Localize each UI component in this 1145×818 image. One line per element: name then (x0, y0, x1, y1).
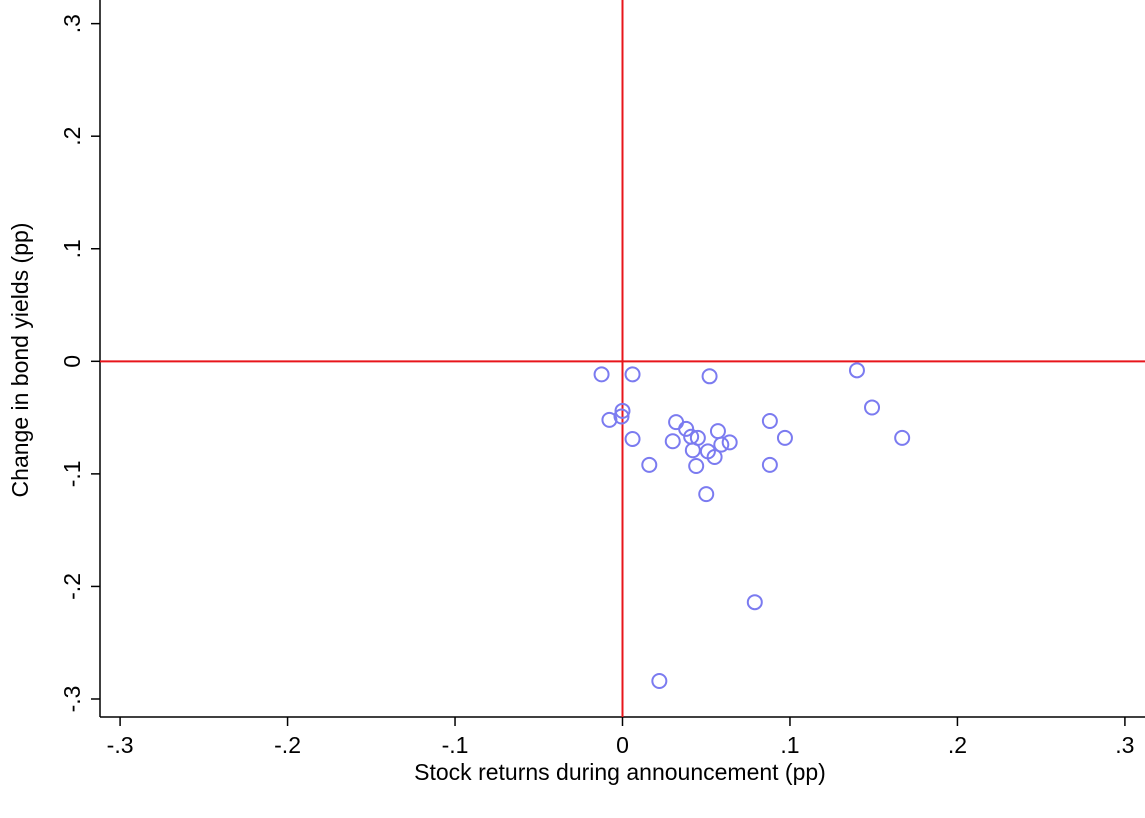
point (664, 433, 681, 450)
point (651, 672, 668, 689)
point (678, 420, 695, 437)
x-tick-label: -.2 (274, 732, 301, 758)
point (624, 430, 641, 447)
point (709, 423, 726, 440)
y-tick-label: -.2 (59, 573, 85, 600)
y-tick-label: -.1 (59, 460, 85, 487)
point (864, 399, 881, 416)
x-tick-label: .2 (948, 732, 967, 758)
x-tick-label: -.3 (107, 732, 134, 758)
point (593, 366, 610, 383)
point (713, 436, 730, 453)
point (761, 412, 778, 429)
x-axis-label: Stock returns during announcement (pp) (414, 759, 826, 785)
y-tick-label: -.3 (59, 686, 85, 713)
point (701, 368, 718, 385)
y-tick-label: .3 (59, 14, 85, 33)
point (614, 402, 631, 419)
point (761, 456, 778, 473)
x-tick-label: -.1 (442, 732, 469, 758)
point (668, 414, 685, 431)
point (776, 429, 793, 446)
x-tick-label: .1 (780, 732, 799, 758)
point (641, 456, 658, 473)
point (688, 457, 705, 474)
point (894, 429, 911, 446)
point (684, 442, 701, 459)
y-tick-label: .2 (59, 127, 85, 146)
y-tick-label: .1 (59, 239, 85, 258)
point (746, 594, 763, 611)
y-tick-label: 0 (59, 355, 85, 368)
point (613, 408, 630, 425)
point (706, 448, 723, 465)
x-tick-label: 0 (616, 732, 629, 758)
y-axis-label: Change in bond yields (pp) (7, 223, 33, 498)
point (848, 362, 865, 379)
point (624, 366, 641, 383)
x-tick-label: .3 (1115, 732, 1134, 758)
point (698, 486, 715, 503)
point (721, 434, 738, 451)
